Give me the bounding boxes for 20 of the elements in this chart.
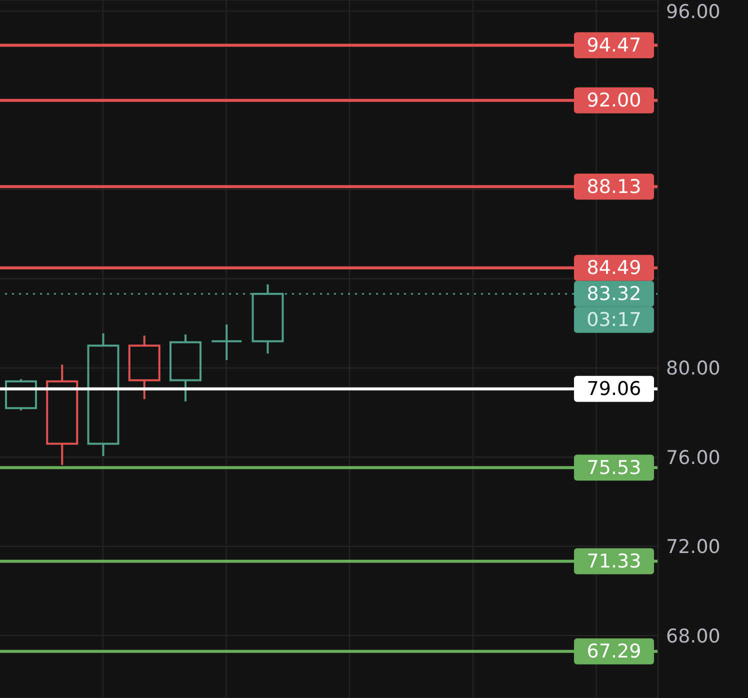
y-tick-label: 68.00 xyxy=(666,625,720,648)
ref-line-label: 88.13 xyxy=(586,176,642,198)
y-tick-label: 72.00 xyxy=(666,536,720,558)
ref-line-label: 75.53 xyxy=(586,456,642,479)
candlestick xyxy=(46,364,78,466)
ref-line-label: 84.49 xyxy=(586,257,642,280)
candlestick xyxy=(210,323,243,362)
candlestick xyxy=(87,332,120,458)
candlestick xyxy=(170,334,202,402)
annotation: 03:17 xyxy=(586,309,642,332)
y-tick-label: 96.00 xyxy=(666,0,720,23)
ref-line-label: 94.47 xyxy=(586,34,642,56)
ref-line-label: 83.32 xyxy=(586,283,642,306)
ref-line-label: 67.29 xyxy=(586,640,642,663)
y-tick-label: 80.00 xyxy=(666,358,720,380)
ref-line-label: 71.33 xyxy=(586,550,642,572)
ref-line-label: 79.06 xyxy=(586,378,642,400)
ref-line-label: 92.00 xyxy=(586,90,642,112)
candlestick xyxy=(128,334,160,400)
y-tick-label: 76.00 xyxy=(666,446,720,469)
